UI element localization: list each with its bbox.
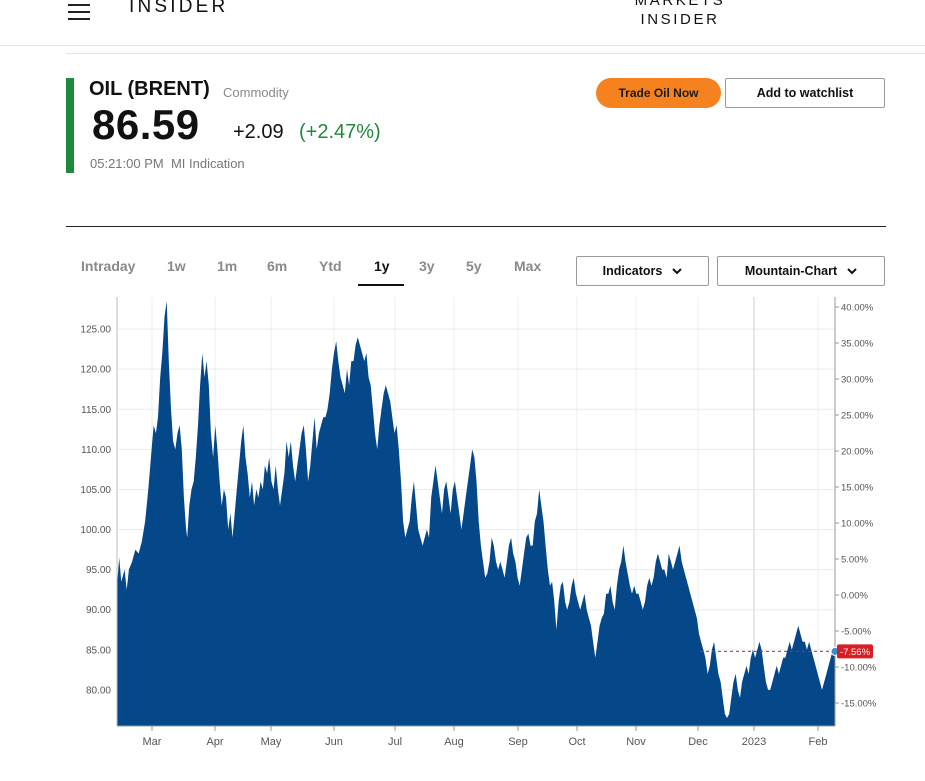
add-to-watchlist-button[interactable]: Add to watchlist [725,78,885,108]
x-tick-label: Jul [388,736,402,748]
price-area [117,301,835,726]
accent-bar [66,78,74,173]
x-tick-label: Feb [809,736,828,748]
y-tick-label: 95.00 [86,565,111,576]
y2-tick-label: 35.00% [841,339,874,350]
tab-max[interactable]: Max [514,258,542,274]
indicators-label: Indicators [602,264,663,278]
tab-3y[interactable]: 3y [419,258,435,274]
x-tick-label: Aug [444,736,464,748]
logo-line-1: MARKETS [634,0,726,9]
chart-area-layer [117,301,835,726]
tab-1w[interactable]: 1w [167,258,186,274]
y-tick-label: 110.00 [81,445,111,456]
y2-tick-label: -10.00% [841,663,877,674]
markets-insider-logo[interactable]: MARKETS INSIDER [620,0,740,29]
x-tick-label: Sep [508,736,528,748]
y2-tick-label: 10.00% [841,519,874,530]
sub-divider [66,53,925,54]
y-tick-label: 105.00 [80,485,111,496]
instrument-name: OIL (BRENT) [89,78,210,100]
active-tab-indicator [358,284,404,286]
brand-logo[interactable]: INSIDER [129,0,229,17]
chart-axes: 80.00 85.00 90.00 95.00 100.00 105.00 110.00 11… [80,297,877,748]
top-bar: INSIDER MARKETS INSIDER [0,0,925,46]
y2-tick-label: -5.00% [841,627,872,638]
y2-tick-label: 40.00% [841,303,874,314]
quote-time: 05:21:00 PM [90,156,164,171]
x-tick-label: Dec [688,736,708,748]
chart-type-dropdown[interactable]: Mountain-Chart [717,256,885,286]
y2-tick-label: 15.00% [841,483,874,494]
y-tick-label: 115.00 [81,405,111,416]
quote-source: MI Indication [170,156,245,171]
tab-6m[interactable]: 6m [267,258,288,274]
tab-1m[interactable]: 1m [217,258,238,274]
trade-oil-button[interactable]: Trade Oil Now [596,78,721,108]
y2-tick-label: 0.00% [841,591,868,602]
x-tick-label: 2023 [742,736,766,748]
x-tick-label: May [261,736,282,748]
y2-tick-label: 20.00% [841,447,874,458]
chevron-down-icon [847,268,857,275]
chevron-down-icon [672,268,683,275]
price-change-percent: (+2.47%) [299,121,381,143]
y-tick-label: 90.00 [86,605,111,616]
y-tick-label: 125.00 [80,325,111,336]
instrument-type: Commodity [223,85,289,100]
y-tick-label: 85.00 [86,645,111,656]
logo-line-2: INSIDER [640,11,720,28]
section-divider [66,226,886,227]
current-change-label: -7.56% [840,647,871,658]
current-value-marker: -7.56% [700,644,873,659]
tab-intraday[interactable]: Intraday [81,258,136,274]
x-tick-label: Mar [143,736,162,748]
y2-tick-label: -15.00% [841,699,877,710]
chart-type-label: Mountain-Chart [744,264,838,278]
x-tick-label: Nov [626,736,646,748]
x-tick-label: Oct [568,736,585,748]
tab-1y[interactable]: 1y [374,258,390,274]
y2-tick-label: 30.00% [841,375,874,386]
current-price: 86.59 [92,101,200,148]
indicators-dropdown[interactable]: Indicators [576,256,709,286]
y2-tick-label: 5.00% [841,555,868,566]
y-tick-label: 80.00 [86,685,111,696]
tab-5y[interactable]: 5y [466,258,482,274]
y-tick-label: 100.00 [80,525,111,536]
x-tick-label: Jun [325,736,343,748]
price-change: +2.09 [233,121,284,143]
tab-ytd[interactable]: Ytd [319,258,342,274]
menu-icon[interactable] [68,4,90,20]
current-change-badge [837,644,873,659]
x-tick-label: Apr [206,736,223,748]
quote-timestamp: 05:21:00 PM MI Indication [90,156,245,171]
y-tick-label: 120.00 [80,365,111,376]
y2-tick-label: 25.00% [841,411,874,422]
